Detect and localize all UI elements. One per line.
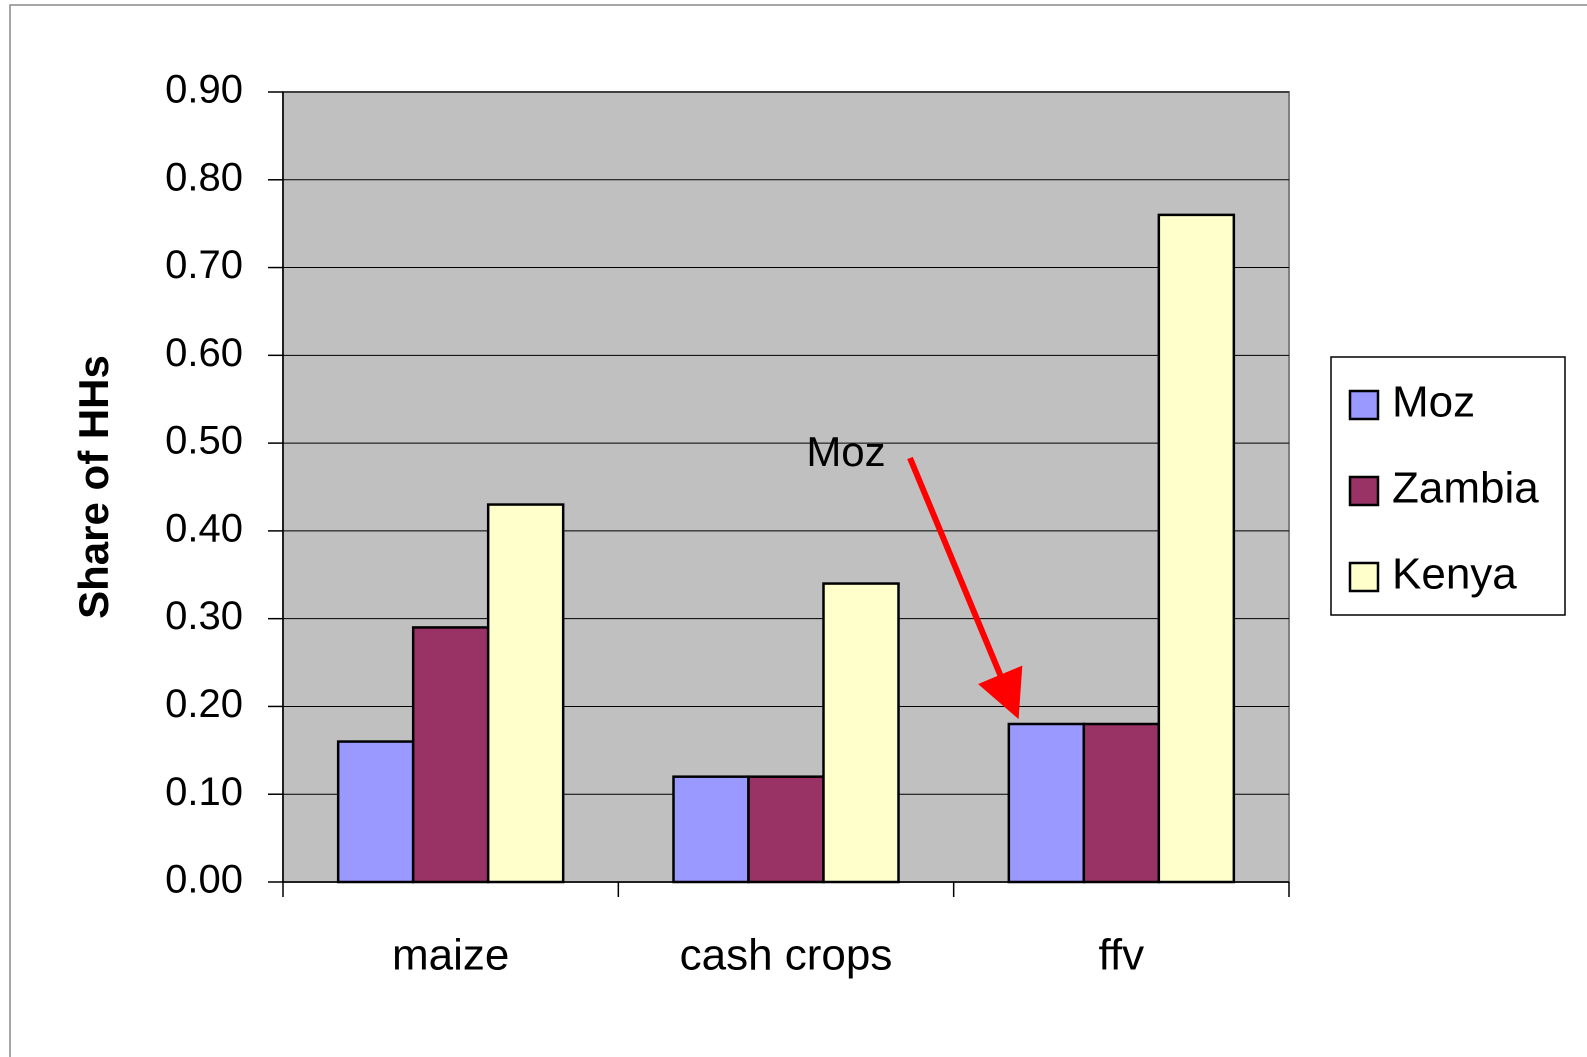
y-tick-label: 0.10 — [165, 770, 243, 814]
y-axis-label: Share of HHs — [70, 355, 117, 619]
legend-label: Kenya — [1392, 550, 1517, 599]
bar — [486, 503, 565, 884]
x-tick-label: maize — [392, 931, 509, 980]
bar — [1007, 722, 1086, 884]
annotation: Moz — [806, 428, 885, 475]
bar — [1157, 213, 1236, 884]
bar — [672, 775, 750, 884]
legend-swatch — [1348, 389, 1380, 421]
legend-swatch — [1348, 475, 1380, 507]
y-tick-label: 0.90 — [165, 68, 243, 112]
bar — [1082, 722, 1161, 884]
annotation-arrow — [907, 456, 1023, 720]
bar — [747, 775, 825, 884]
x-tick-label: ffv — [1099, 931, 1145, 980]
y-tick-label: 0.40 — [165, 506, 243, 550]
y-tick-label: 0.80 — [165, 155, 243, 199]
legend-label: Moz — [1392, 378, 1475, 427]
legend-swatch — [1348, 561, 1380, 593]
y-tick-label: 0.30 — [165, 594, 243, 638]
y-tick-label: 0.50 — [165, 419, 243, 463]
x-tick-label: cash crops — [680, 931, 893, 980]
y-tick-label: 0.20 — [165, 682, 243, 726]
bar — [336, 740, 415, 884]
y-tick-label: 0.00 — [165, 858, 243, 902]
y-tick-label: 0.70 — [165, 243, 243, 287]
legend-label: Zambia — [1392, 464, 1539, 513]
bar — [822, 582, 900, 884]
y-tick-label: 0.60 — [165, 331, 243, 375]
bar — [411, 626, 490, 884]
